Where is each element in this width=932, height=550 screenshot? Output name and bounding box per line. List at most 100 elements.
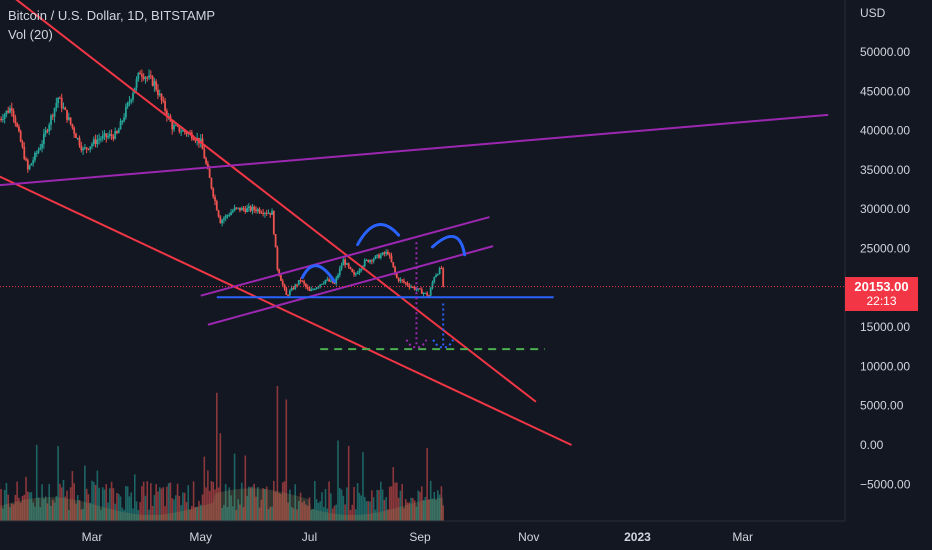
- candle-body: [1, 118, 4, 120]
- symbol-title[interactable]: Bitcoin / U.S. Dollar, 1D, BITSTAMP: [8, 8, 216, 23]
- candle-body: [237, 207, 240, 209]
- volume-bar: [166, 486, 168, 521]
- candle-body: [9, 108, 11, 113]
- candle-body: [253, 206, 256, 210]
- volume-bar: [360, 495, 362, 521]
- volume-bar: [223, 504, 225, 521]
- volume-bar: [262, 488, 264, 521]
- candle-body: [422, 292, 425, 294]
- candle-body: [365, 259, 368, 261]
- candle-body: [260, 212, 263, 214]
- price-axis-panel[interactable]: [845, 0, 932, 521]
- candle-body: [281, 280, 284, 285]
- candle-body: [299, 280, 302, 282]
- volume-bar: [144, 495, 147, 521]
- volume-bar: [367, 501, 370, 521]
- time-tick-label: Jul: [302, 530, 317, 544]
- volume-bar: [376, 489, 379, 521]
- volume-indicator-label[interactable]: Vol (20): [8, 27, 53, 42]
- candle-body: [419, 288, 421, 290]
- volume-bar: [187, 485, 190, 521]
- volume-bar: [155, 484, 157, 521]
- candle-body: [121, 120, 124, 122]
- volume-bar: [353, 487, 355, 521]
- candle-body: [210, 178, 213, 189]
- candle-body: [267, 212, 270, 214]
- candle-body: [0, 118, 2, 120]
- volume-bar: [396, 482, 398, 521]
- candle-body: [91, 144, 93, 147]
- candle-body: [60, 97, 63, 109]
- candle-body: [301, 280, 304, 282]
- volume-bar: [362, 451, 364, 521]
- volume-bar: [14, 494, 17, 521]
- drawings-layer[interactable]: [0, 0, 829, 446]
- volume-bar: [233, 453, 236, 521]
- candle-body: [433, 277, 436, 283]
- candle-body: [46, 130, 49, 132]
- volume-bar: [48, 484, 51, 521]
- volume-bar: [424, 496, 427, 521]
- volume-bar: [82, 508, 84, 521]
- candle-body: [231, 210, 234, 213]
- volume-bar: [351, 504, 354, 521]
- candle-body: [223, 218, 225, 221]
- volume-bar: [278, 493, 280, 521]
- candle-body: [173, 125, 175, 130]
- volume-bar: [347, 445, 350, 521]
- volume-bar: [381, 489, 384, 521]
- candle-body: [98, 138, 101, 140]
- candle-body: [265, 212, 268, 214]
- volume-bar: [397, 497, 400, 521]
- candle-body: [406, 283, 409, 286]
- time-tick-label: Mar: [82, 530, 103, 544]
- time-axis-panel[interactable]: [0, 521, 932, 550]
- volume-bar: [0, 489, 2, 521]
- candle-body: [16, 123, 19, 127]
- volume-bar: [212, 482, 215, 521]
- volume-bar: [34, 506, 36, 521]
- volume-bar: [273, 480, 275, 521]
- volume-bar: [306, 505, 309, 521]
- volume-bar: [137, 509, 140, 521]
- volume-bar: [230, 495, 232, 521]
- candle-body: [180, 131, 183, 133]
- candle-body: [278, 269, 281, 276]
- candle-body: [32, 160, 35, 164]
- candle-body: [235, 207, 238, 209]
- volume-bar: [426, 447, 428, 521]
- candle-body: [228, 215, 231, 217]
- candle-body: [206, 163, 209, 169]
- volume-bar: [385, 497, 387, 521]
- volume-bar: [214, 489, 216, 521]
- candle-body: [404, 282, 407, 284]
- candle-body: [57, 97, 60, 103]
- volume-bar: [128, 496, 131, 521]
- candle-body: [160, 93, 163, 100]
- volume-bar: [5, 482, 8, 521]
- volume-ma-area: [0, 488, 444, 521]
- candle-body: [176, 125, 179, 127]
- volume-bar: [429, 480, 432, 521]
- candle-body: [290, 287, 293, 291]
- candle-body: [251, 206, 254, 211]
- volume-bar: [344, 504, 346, 521]
- volume-bar: [338, 488, 341, 521]
- volume-bar: [294, 484, 297, 521]
- volume-bar: [150, 483, 152, 521]
- candle-body: [67, 117, 70, 120]
- volume-bar: [244, 455, 247, 521]
- candle-body: [271, 210, 273, 215]
- volume-bar: [269, 506, 272, 521]
- volume-bar: [310, 509, 313, 521]
- candle-body: [337, 275, 339, 278]
- candle-body: [37, 149, 40, 153]
- candle-body: [107, 136, 109, 138]
- volume-bar: [301, 502, 304, 521]
- candle-body: [75, 133, 77, 139]
- candle-body: [415, 289, 418, 291]
- volume-bar: [2, 508, 4, 521]
- volume-bar: [265, 486, 268, 521]
